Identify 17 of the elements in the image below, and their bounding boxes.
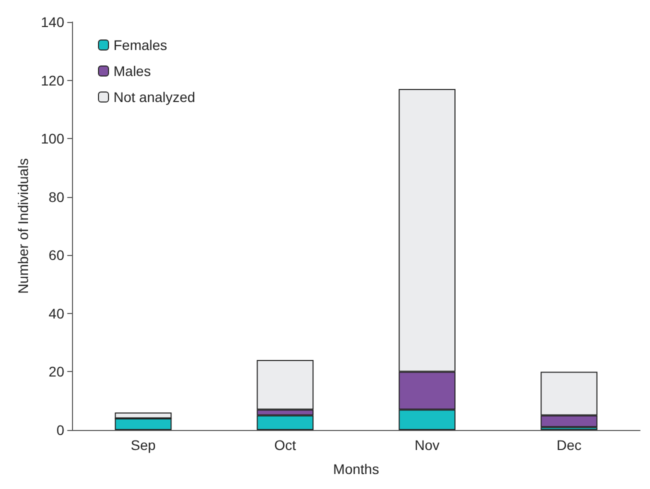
- legend-label: Not analyzed: [114, 89, 196, 105]
- y-tick-label: 140: [40, 14, 64, 30]
- y-tick-label: 0: [56, 422, 64, 438]
- legend-label: Males: [114, 63, 151, 79]
- y-tick-label: 20: [48, 364, 64, 380]
- y-tick-label: 120: [40, 72, 64, 88]
- x-tick-label: Oct: [274, 437, 296, 453]
- x-axis-title: Months: [333, 461, 380, 477]
- y-tick-label: 40: [48, 305, 64, 322]
- x-tick-label: Nov: [414, 437, 440, 453]
- y-tick-label: 60: [48, 247, 64, 264]
- y-tick-label: 100: [40, 130, 64, 147]
- y-axis-title: Number of Individuals: [15, 158, 31, 294]
- x-tick-label: Sep: [130, 437, 156, 453]
- legend-label: Females: [114, 37, 168, 53]
- y-tick-label: 80: [48, 188, 64, 205]
- x-tick-label: Dec: [556, 437, 582, 453]
